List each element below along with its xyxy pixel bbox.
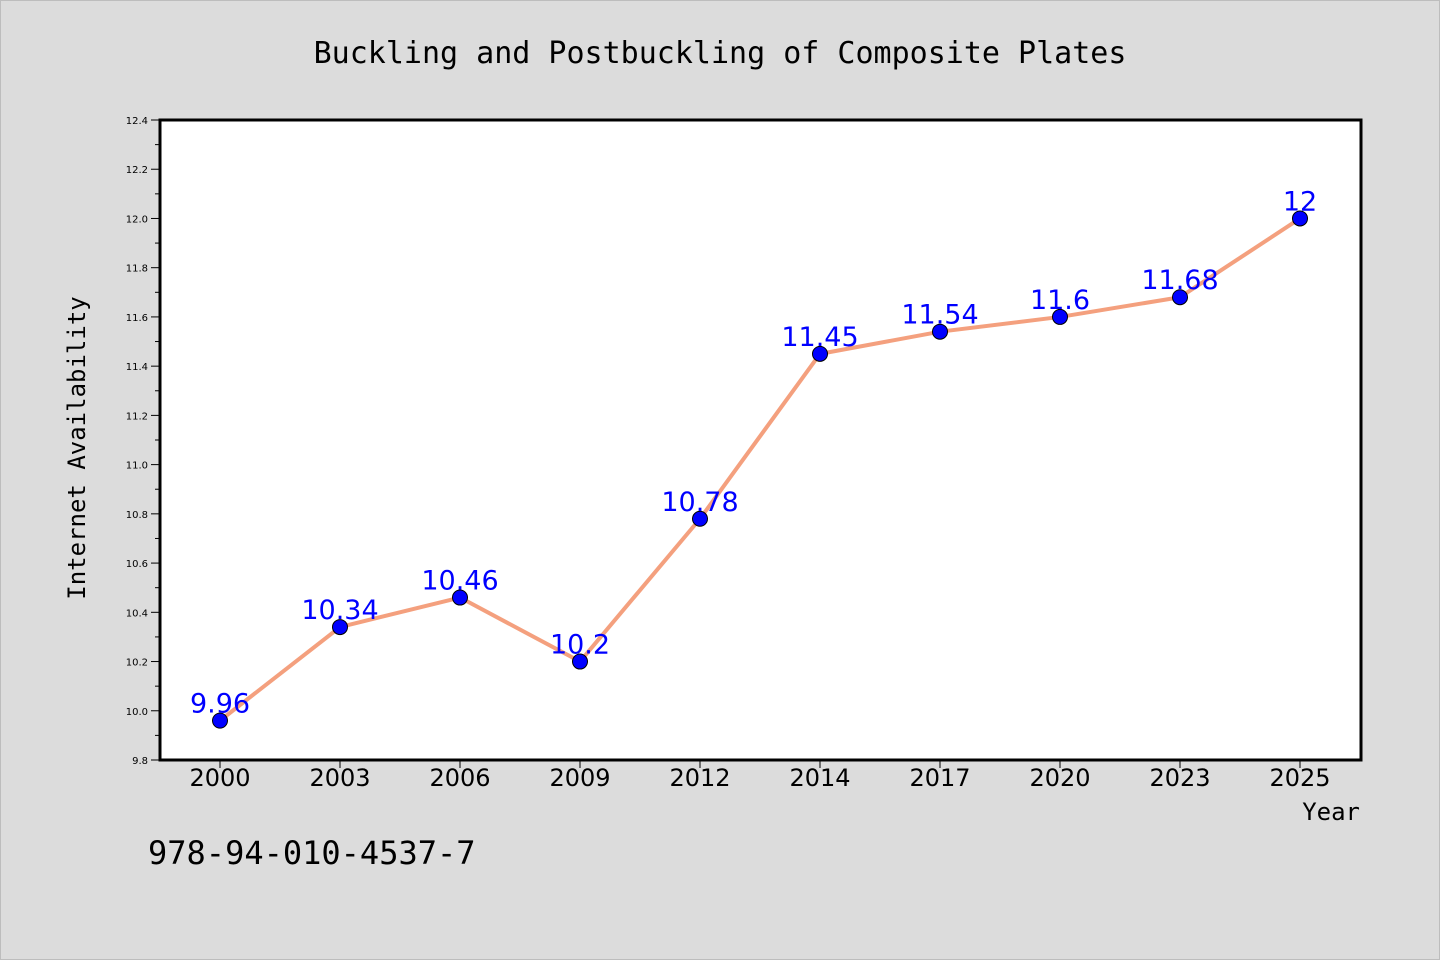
x-axis-title: Year: [1302, 798, 1360, 826]
data-label: 10.46: [421, 566, 498, 597]
data-point: [1292, 210, 1308, 227]
y-tick-label: 10.6: [126, 559, 148, 570]
x-tick-label: 2000: [189, 764, 250, 792]
data-point: [932, 323, 948, 340]
series-line: [218, 216, 1302, 723]
y-tick-label: 11.6: [126, 313, 148, 324]
data-point: [692, 510, 708, 527]
y-tick-label: 11.4: [126, 362, 148, 373]
y-tick-label: 10.0: [126, 707, 148, 718]
data-point: [1172, 289, 1188, 306]
x-tick-label: 2006: [429, 764, 490, 792]
data-label: 10.34: [301, 595, 378, 626]
series-group: [212, 210, 1308, 729]
data-point: [212, 712, 228, 729]
y-axis: 9.8 10.0 10.2 10.4 10.6 10.8 11.0 11.2 11.4 11.6 1…: [126, 116, 160, 767]
data-label: 11.6: [1030, 285, 1090, 316]
x-tick-label: 2012: [669, 764, 730, 792]
data-label: 9.96: [190, 689, 250, 720]
data-label: 11.45: [781, 322, 858, 353]
y-tick-label: 11.2: [126, 411, 148, 422]
plot-area: [158, 118, 1363, 762]
y-tick-label: 12.4: [126, 116, 148, 127]
y-tick-label: 10.2: [126, 658, 148, 669]
data-label: 10.78: [661, 487, 738, 518]
data-point: [1052, 308, 1068, 325]
y-axis-title: Internet Availability: [63, 296, 91, 599]
y-tick-label: 12.0: [126, 214, 148, 225]
x-tick-label: 2017: [909, 764, 970, 792]
x-tick-label: 2023: [1149, 764, 1210, 792]
x-tick-label: 2009: [549, 764, 610, 792]
y-tick-label: 11.0: [126, 461, 148, 472]
y-tick-label: 9.8: [132, 756, 148, 767]
data-point: [572, 653, 588, 670]
isbn-text: 978-94-010-4537-7: [148, 834, 476, 872]
chart-title: Buckling and Postbuckling of Composite P…: [314, 36, 1127, 71]
data-point: [332, 619, 348, 636]
x-tick-label: 2025: [1269, 764, 1330, 792]
y-tick-label: 10.4: [126, 608, 148, 619]
data-labels-group: 9.96 10.34 10.46 10.2 10.78 11.45 11.54 11.6 11.…: [190, 186, 1317, 719]
data-label: 10.2: [550, 630, 610, 661]
y-tick-label: 11.8: [126, 264, 148, 275]
data-point: [452, 589, 468, 606]
x-tick-label: 2014: [789, 764, 850, 792]
y-tick-label: 10.8: [126, 510, 148, 521]
x-tick-label: 2003: [309, 764, 370, 792]
x-axis: 2000 2003 2006 2009 2012 2014 2017 2020 2023 2025: [189, 760, 1331, 792]
data-point: [812, 345, 828, 362]
data-label: 11.54: [901, 300, 978, 331]
data-label: 11.68: [1141, 265, 1218, 296]
x-tick-label: 2020: [1029, 764, 1090, 792]
data-label: 12: [1283, 186, 1317, 217]
y-tick-label: 12.2: [126, 165, 148, 176]
